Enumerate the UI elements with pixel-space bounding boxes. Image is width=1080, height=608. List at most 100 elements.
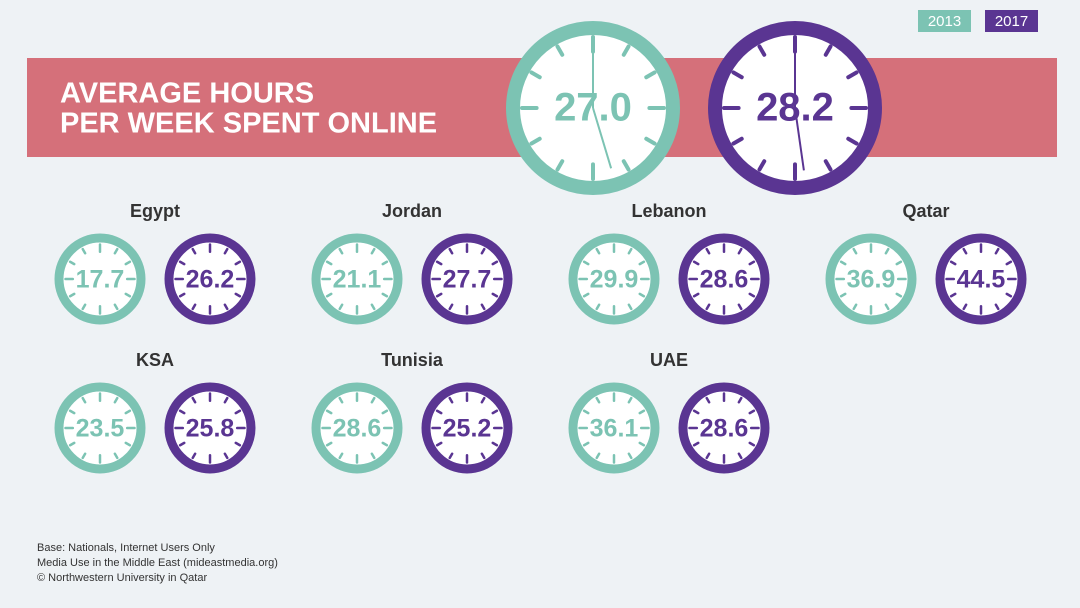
clock-tick (381, 292, 389, 298)
clock-tick (638, 292, 646, 298)
clock-tick (737, 452, 743, 460)
clock-tick (627, 303, 633, 311)
country-name: Tunisia (381, 350, 444, 370)
clock-tick (234, 441, 242, 447)
clock-tick (529, 136, 542, 146)
clock-tick (223, 452, 229, 460)
clock-tick (644, 70, 657, 80)
clock-tick (692, 292, 700, 298)
clock-tick (113, 452, 119, 460)
clock-tick (621, 159, 631, 172)
clock-tick (223, 303, 229, 311)
clock-value: 28.6 (333, 415, 382, 443)
clock-tick (381, 441, 389, 447)
clock-tick (113, 303, 119, 311)
clock-value: 23.5 (76, 415, 125, 443)
clock-tick (895, 260, 903, 266)
clock-hand (592, 107, 613, 169)
legend-swatch (985, 10, 1038, 32)
clock-tick (338, 452, 344, 460)
clock-tick (884, 247, 890, 255)
clock-tick (68, 441, 76, 447)
clock-tick (68, 260, 76, 266)
clock-tick (448, 303, 454, 311)
clock-tick (748, 292, 756, 298)
clock-tick (325, 409, 333, 415)
clock-tick (480, 396, 486, 404)
clock-tick (595, 396, 601, 404)
clock-tick (627, 247, 633, 255)
clock-tick (692, 260, 700, 266)
clock-tick (895, 292, 903, 298)
clock-value: 25.2 (443, 415, 492, 443)
clock-tick (448, 247, 454, 255)
clock-tick (178, 260, 186, 266)
clock-tick (705, 396, 711, 404)
clock-tick (731, 136, 744, 146)
clock-tick (731, 70, 744, 80)
clock-value: 28.6 (700, 415, 749, 443)
clock-tick (823, 159, 833, 172)
clock-tick (68, 409, 76, 415)
clock-tick (223, 247, 229, 255)
clock-tick (191, 303, 197, 311)
clock-tick (555, 159, 565, 172)
clock-tick (846, 136, 859, 146)
clock-tick (994, 303, 1000, 311)
clock-tick (435, 292, 443, 298)
clock-face (421, 382, 513, 474)
clock-face (678, 233, 770, 325)
country-name: Jordan (382, 201, 442, 221)
clock-tick (480, 452, 486, 460)
clock-tick (370, 247, 376, 255)
clock-tick (68, 292, 76, 298)
clock-tick (435, 409, 443, 415)
clock-tick (737, 396, 743, 404)
country-name: Egypt (130, 201, 180, 221)
clock-tick (692, 441, 700, 447)
clock-face (568, 382, 660, 474)
clock-tick (191, 396, 197, 404)
clock-tick (644, 136, 657, 146)
clock-tick (124, 292, 132, 298)
clock-tick (705, 247, 711, 255)
clock-tick (124, 409, 132, 415)
clock-tick (823, 44, 833, 57)
legend-label: 2017 (995, 13, 1028, 30)
clock-tick (595, 452, 601, 460)
footnote: © Northwestern University in Qatar (37, 572, 207, 584)
clock-tick (1005, 260, 1013, 266)
clock-tick (234, 260, 242, 266)
clock-face (54, 233, 146, 325)
clock-tick (529, 70, 542, 80)
clock-tick (962, 303, 968, 311)
clock-tick (381, 409, 389, 415)
clock-tick (491, 292, 499, 298)
footnote: Media Use in the Middle East (mideastmed… (37, 557, 278, 569)
clock-tick (448, 396, 454, 404)
clock-tick (852, 303, 858, 311)
clock-value: 28.6 (700, 266, 749, 294)
clock-tick (757, 44, 767, 57)
clock-tick (234, 409, 242, 415)
clock-tick (1005, 292, 1013, 298)
clock-value: 17.7 (76, 266, 125, 294)
clock-tick (381, 260, 389, 266)
clock-tick (234, 292, 242, 298)
clock-tick (491, 409, 499, 415)
clock-tick (338, 396, 344, 404)
clock-tick (748, 409, 756, 415)
clock-tick (124, 441, 132, 447)
clock-tick (338, 247, 344, 255)
clock-tick (480, 247, 486, 255)
clock-tick (81, 303, 87, 311)
legend-swatch (918, 10, 971, 32)
title-line: AVERAGE HOURS (60, 78, 314, 110)
clock-value: 27.0 (554, 86, 632, 130)
clock-tick (638, 260, 646, 266)
clock-value: 44.5 (957, 266, 1006, 294)
clock-value: 25.8 (186, 415, 235, 443)
clock-tick (370, 303, 376, 311)
